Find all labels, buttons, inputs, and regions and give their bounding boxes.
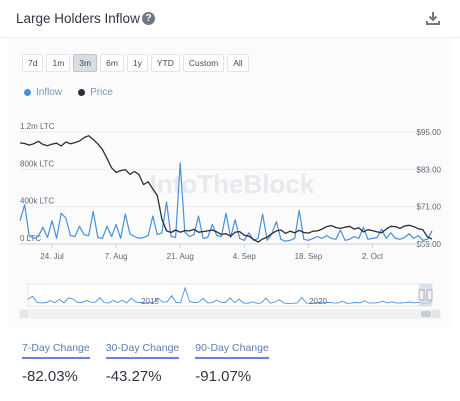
navigator-series-inflow [27,286,433,304]
range-6m-button[interactable]: 6m [100,54,124,72]
change-7-day: 7-Day Change -82.03% [22,342,90,385]
scrollbar-right-arrow [432,310,440,318]
legend-label-inflow: Inflow [36,87,63,98]
x-tick-label: 4. Sep [233,252,257,261]
card-title: Large Holders Inflow [16,11,140,26]
chart-legend: Inflow Price [24,87,113,98]
card-header: Large Holders Inflow ? [0,0,460,38]
x-tick-label: 24. Jul [40,252,64,261]
change-value: -43.27% [105,368,162,385]
change-30-day: 30-Day Change -43.27% [105,342,180,385]
download-icon[interactable] [425,10,441,26]
range-1m-button[interactable]: 1m [46,54,71,72]
navigator-tick-label: 2015 [141,297,159,306]
range-7d-button[interactable]: 7d [22,54,44,72]
navigator-selection [419,284,432,306]
y-left-tick-label: 800k LTC [20,159,54,168]
scrollbar-left-arrow [20,310,28,318]
x-tick-label: 2. Oct [362,252,384,261]
main-chart[interactable]: IntoTheBlock 1.2m LTC 800k LTC 400k LTC 0 LT… [0,110,460,270]
legend-item-inflow[interactable]: Inflow [24,87,62,98]
change-label: 7-Day Change [22,342,90,359]
range-ytd-button[interactable]: YTD [150,54,180,72]
navigator-scrollbar-track [19,309,441,319]
legend-dot-price [78,89,86,96]
change-value: -82.03% [22,368,78,385]
legend-label-price: Price [90,87,113,98]
navigator-handle-right [426,289,433,301]
x-tick-label: 18. Sep [295,252,323,261]
navigator-chart[interactable]: 2015 2020 [0,278,460,322]
range-3m-button[interactable]: 3m [73,54,98,72]
change-label: 90-Day Change [195,342,269,359]
change-stats: 7-Day Change -82.03% 30-Day Change -43.2… [22,342,269,385]
y-right-tick-label: $83.00 [417,165,442,174]
y-left-tick-label: 400k LTC [20,197,54,206]
legend-dot-inflow [24,89,31,96]
y-left-tick-label: 0 LTC [20,234,41,243]
series-line-inflow [19,162,433,242]
change-label: 30-Day Change [105,342,180,359]
y-right-tick-label: $95.00 [417,128,442,137]
change-90-day: 90-Day Change -91.07% [195,342,269,385]
series-line-price [19,135,433,243]
navigator-scrollbar-thumb [421,311,431,317]
range-1y-button[interactable]: 1y [126,54,148,72]
change-value: -91.07% [195,368,252,385]
navigator-tick-label: 2020 [309,297,327,306]
navigator-handle-left [418,289,425,301]
question-circle-icon[interactable]: ? [142,12,155,25]
watermark-text: IntoTheBlock [150,169,315,199]
range-all-button[interactable]: All [227,54,249,72]
y-right-tick-label: $71.00 [417,203,442,212]
legend-item-price[interactable]: Price [78,87,113,98]
x-tick-label: 21. Aug [167,252,194,261]
x-tick-label: 7. Aug [105,252,128,261]
range-selector: 7d 1m 3m 6m 1y YTD Custom All [22,54,249,72]
chart-panel [8,38,452,328]
range-custom-button[interactable]: Custom [182,54,225,72]
y-left-tick-label: 1.2m LTC [20,122,55,131]
